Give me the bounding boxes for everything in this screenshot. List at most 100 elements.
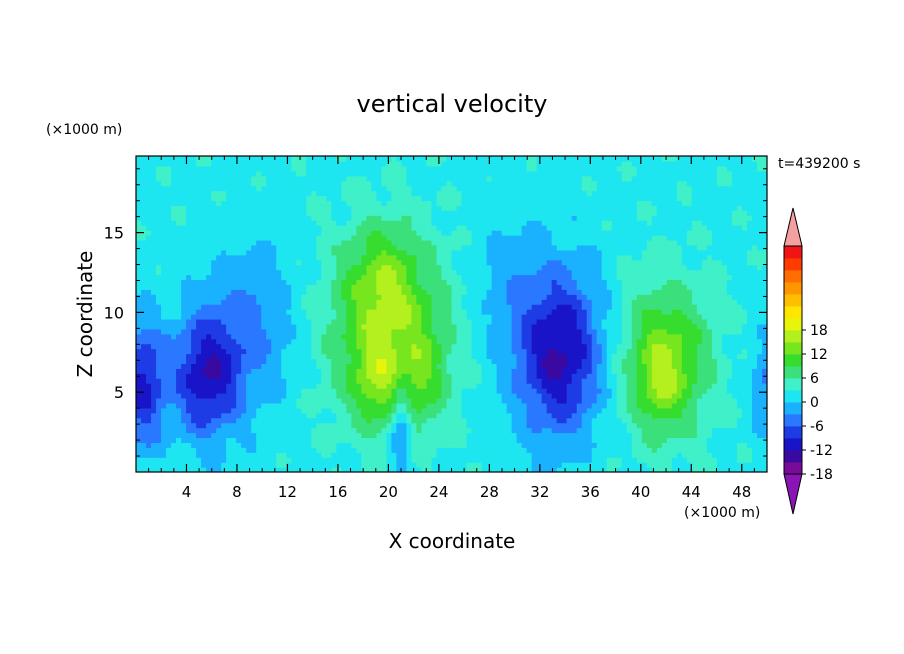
- field-cell: [686, 427, 693, 434]
- field-cell: [536, 407, 543, 414]
- field-cell: [371, 432, 377, 439]
- field-cell: [381, 358, 387, 364]
- field-cell: [351, 338, 357, 345]
- field-cell: [691, 314, 698, 320]
- field-cell: [626, 442, 633, 448]
- field-cell: [391, 407, 398, 414]
- field-cell: [751, 457, 758, 463]
- field-cell: [576, 309, 583, 315]
- field-cell: [626, 284, 633, 290]
- field-cell: [351, 388, 357, 394]
- field-cell: [641, 299, 648, 305]
- field-cell: [646, 343, 653, 350]
- field-cell: [241, 343, 247, 350]
- field-cell: [346, 412, 352, 419]
- field-cell: [711, 343, 718, 350]
- field-cell: [621, 279, 628, 285]
- field-cell: [416, 318, 423, 325]
- field-cell: [581, 427, 588, 434]
- field-cell: [501, 323, 508, 330]
- field-cell: [331, 309, 337, 315]
- field-cell: [501, 358, 508, 364]
- field-cell: [496, 328, 503, 335]
- field-cell: [676, 437, 683, 443]
- field-cell: [136, 348, 142, 355]
- field-cell: [506, 294, 513, 300]
- field-cell: [391, 294, 398, 300]
- field-cell: [611, 417, 618, 424]
- field-cell: [371, 397, 377, 404]
- field-cell: [761, 289, 767, 295]
- field-cell: [651, 309, 658, 315]
- field-cell: [451, 452, 458, 458]
- field-cell: [586, 462, 593, 468]
- field-cell: [691, 442, 698, 448]
- field-cell: [331, 442, 337, 448]
- field-cell: [636, 397, 643, 404]
- field-cell: [236, 442, 242, 448]
- field-cell: [446, 457, 453, 463]
- field-cell: [656, 427, 663, 434]
- field-cell: [331, 397, 337, 404]
- field-cell: [191, 417, 197, 424]
- field-cell: [761, 348, 767, 355]
- field-cell: [346, 323, 352, 330]
- field-cell: [316, 447, 322, 453]
- field-cell: [606, 309, 613, 315]
- field-cell: [186, 274, 192, 281]
- field-cell: [506, 368, 513, 374]
- field-cell: [726, 373, 733, 379]
- field-cell: [216, 304, 222, 310]
- field-cell: [156, 402, 162, 409]
- field-cell: [396, 462, 403, 468]
- field-cell: [451, 318, 458, 325]
- field-cell: [546, 422, 553, 429]
- field-cell: [471, 358, 478, 364]
- field-cell: [541, 407, 548, 414]
- field-cell: [611, 333, 618, 340]
- field-cell: [526, 378, 533, 384]
- field-cell: [761, 299, 767, 305]
- field-cell: [561, 417, 568, 424]
- field-cell: [281, 368, 287, 374]
- field-cell: [716, 402, 723, 409]
- field-cell: [426, 422, 433, 429]
- field-cell: [256, 442, 262, 448]
- field-cell: [226, 442, 232, 448]
- field-cell: [156, 353, 162, 360]
- field-cell: [611, 353, 618, 360]
- field-cell: [456, 407, 463, 414]
- field-cell: [431, 358, 438, 364]
- field-cell: [281, 328, 287, 335]
- field-cell: [536, 289, 543, 295]
- field-cell: [641, 412, 648, 419]
- field-cell: [451, 422, 458, 429]
- field-cell: [136, 353, 142, 360]
- field-cell: [161, 442, 167, 448]
- field-cell: [646, 383, 653, 389]
- field-cell: [441, 284, 448, 290]
- field-cell: [401, 437, 408, 443]
- field-cell: [641, 368, 648, 374]
- field-cell: [461, 373, 468, 379]
- field-cell: [521, 348, 528, 355]
- field-cell: [346, 274, 352, 281]
- field-cell: [651, 383, 658, 389]
- field-cell: [311, 452, 317, 458]
- field-cell: [616, 402, 623, 409]
- field-cell: [681, 358, 688, 364]
- field-cell: [271, 358, 277, 364]
- field-cell: [316, 462, 322, 468]
- field-cell: [321, 343, 327, 350]
- field-cell: [216, 279, 222, 285]
- field-cell: [506, 343, 513, 350]
- field-cell: [341, 452, 347, 458]
- field-cell: [306, 309, 312, 315]
- field-cell: [481, 407, 488, 414]
- field-cell: [241, 318, 247, 325]
- field-cell: [311, 363, 317, 369]
- field-cell: [291, 427, 297, 434]
- field-cell: [421, 368, 428, 374]
- field-cell: [556, 388, 563, 394]
- field-cell: [751, 338, 758, 345]
